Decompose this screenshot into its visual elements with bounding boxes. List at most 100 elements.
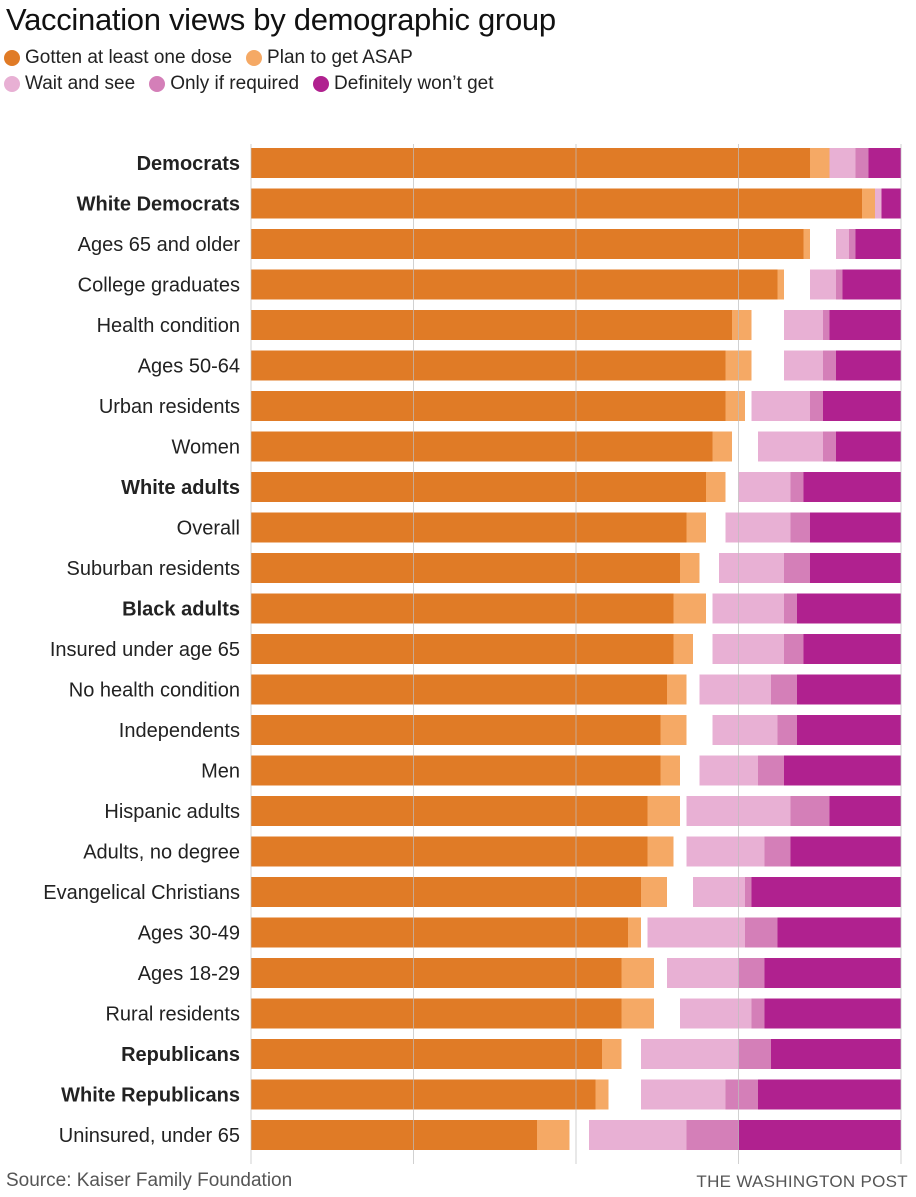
bar-segment [725,1079,758,1110]
bar-segment [868,148,901,178]
legend-label: Only if required [170,73,300,94]
bar-segment [641,1079,726,1110]
bar-segment [758,755,784,786]
bar-segment [758,1079,901,1110]
bar-segment [686,836,765,867]
bar-segment [797,674,901,705]
category-label: Black adults [122,599,240,621]
category-label: Ages 18-29 [138,963,240,985]
legend-swatch [149,76,166,92]
bar-segment [784,350,823,381]
category-label: No health condition [69,680,240,702]
category-label: Uninsured, under 65 [59,1125,240,1147]
bar-segment [667,674,687,705]
bar-segment [251,796,648,826]
bar-segment [725,512,791,543]
category-label: Women [171,437,240,459]
bar-segment [855,229,901,259]
bar-segment [751,391,810,421]
bar-segment [251,755,661,786]
legend-label: Wait and see [25,73,136,94]
bar-segment [738,958,765,988]
bar-segment [771,674,797,705]
bar-segment [790,836,901,867]
category-label: Republicans [121,1044,240,1066]
bar-segment [784,634,804,664]
bar-segment [836,431,901,462]
bar-segment [732,310,752,340]
bar-segment [784,593,797,624]
bar-segment [829,148,856,178]
bar-segment [251,958,622,988]
bar-segment [810,553,901,583]
bar-segment [836,229,849,259]
bar-segment [699,674,771,705]
bar-segment [680,998,752,1029]
bar-segment [849,229,856,259]
bar-segment [673,593,706,624]
bar-segment [862,188,875,219]
bar-segment [251,634,674,664]
bar-segment [251,917,628,948]
bar-segment [784,755,901,786]
bar-segment [251,431,713,462]
bar-segment [803,634,901,664]
legend-item-wont: Definitely won’t get [313,73,494,95]
bar-segment [784,310,823,340]
bar-segment [251,593,674,624]
bar-segment [251,229,804,259]
bar-segment [803,229,810,259]
legend-swatch [4,50,20,66]
bar-segment [641,1039,739,1069]
bar-segment [706,472,726,502]
bar-segment [771,1039,901,1069]
bar-segment [829,796,901,826]
bar-segment [810,512,901,543]
category-label: Insured under age 65 [50,639,240,661]
bar-segment [738,1120,901,1150]
bar-segment [823,350,836,381]
bar-segment [738,1039,771,1069]
bar-segment [764,836,791,867]
bar-segment [712,715,778,745]
category-label: Overall [177,518,240,540]
legend-label: Gotten at least one dose [25,47,233,68]
category-label: Evangelical Christians [43,882,240,904]
legend-item-wait: Wait and see [4,73,135,95]
bar-segment [823,310,830,340]
category-label: White Democrats [77,194,240,216]
legend-row-1: Gotten at least one dose Plan to get ASA… [4,47,413,69]
bar-segment [251,1079,596,1110]
bar-segment [764,958,901,988]
bar-segment [758,431,823,462]
bar-segment [251,472,706,502]
bar-segment [667,958,739,988]
bar-segment [764,998,901,1029]
bar-segment [673,634,693,664]
bar-segment [829,310,901,340]
legend-label: Plan to get ASAP [267,47,413,68]
bar-segment [537,1120,570,1150]
category-label: Independents [119,720,240,742]
chart-title: Vaccination views by demographic group [6,2,556,37]
credit: THE WASHINGTON POST [696,1172,908,1191]
bar-segment [842,269,901,300]
bar-segment [699,755,758,786]
bar-segment [595,1079,609,1110]
bar-segment [855,148,869,178]
legend-item-required: Only if required [149,73,299,95]
bar-segment [745,877,752,907]
bar-segment [660,755,680,786]
bar-segment [647,836,674,867]
bar-segment [881,188,901,219]
category-label: Adults, no degree [83,842,240,864]
bar-segment [790,512,810,543]
bar-segment [712,593,784,624]
bar-segment [797,593,901,624]
bar-segment [784,553,810,583]
category-label: Ages 30-49 [138,923,240,945]
category-label: Suburban residents [67,558,240,580]
category-label: White adults [121,477,240,499]
legend-swatch [4,76,20,92]
